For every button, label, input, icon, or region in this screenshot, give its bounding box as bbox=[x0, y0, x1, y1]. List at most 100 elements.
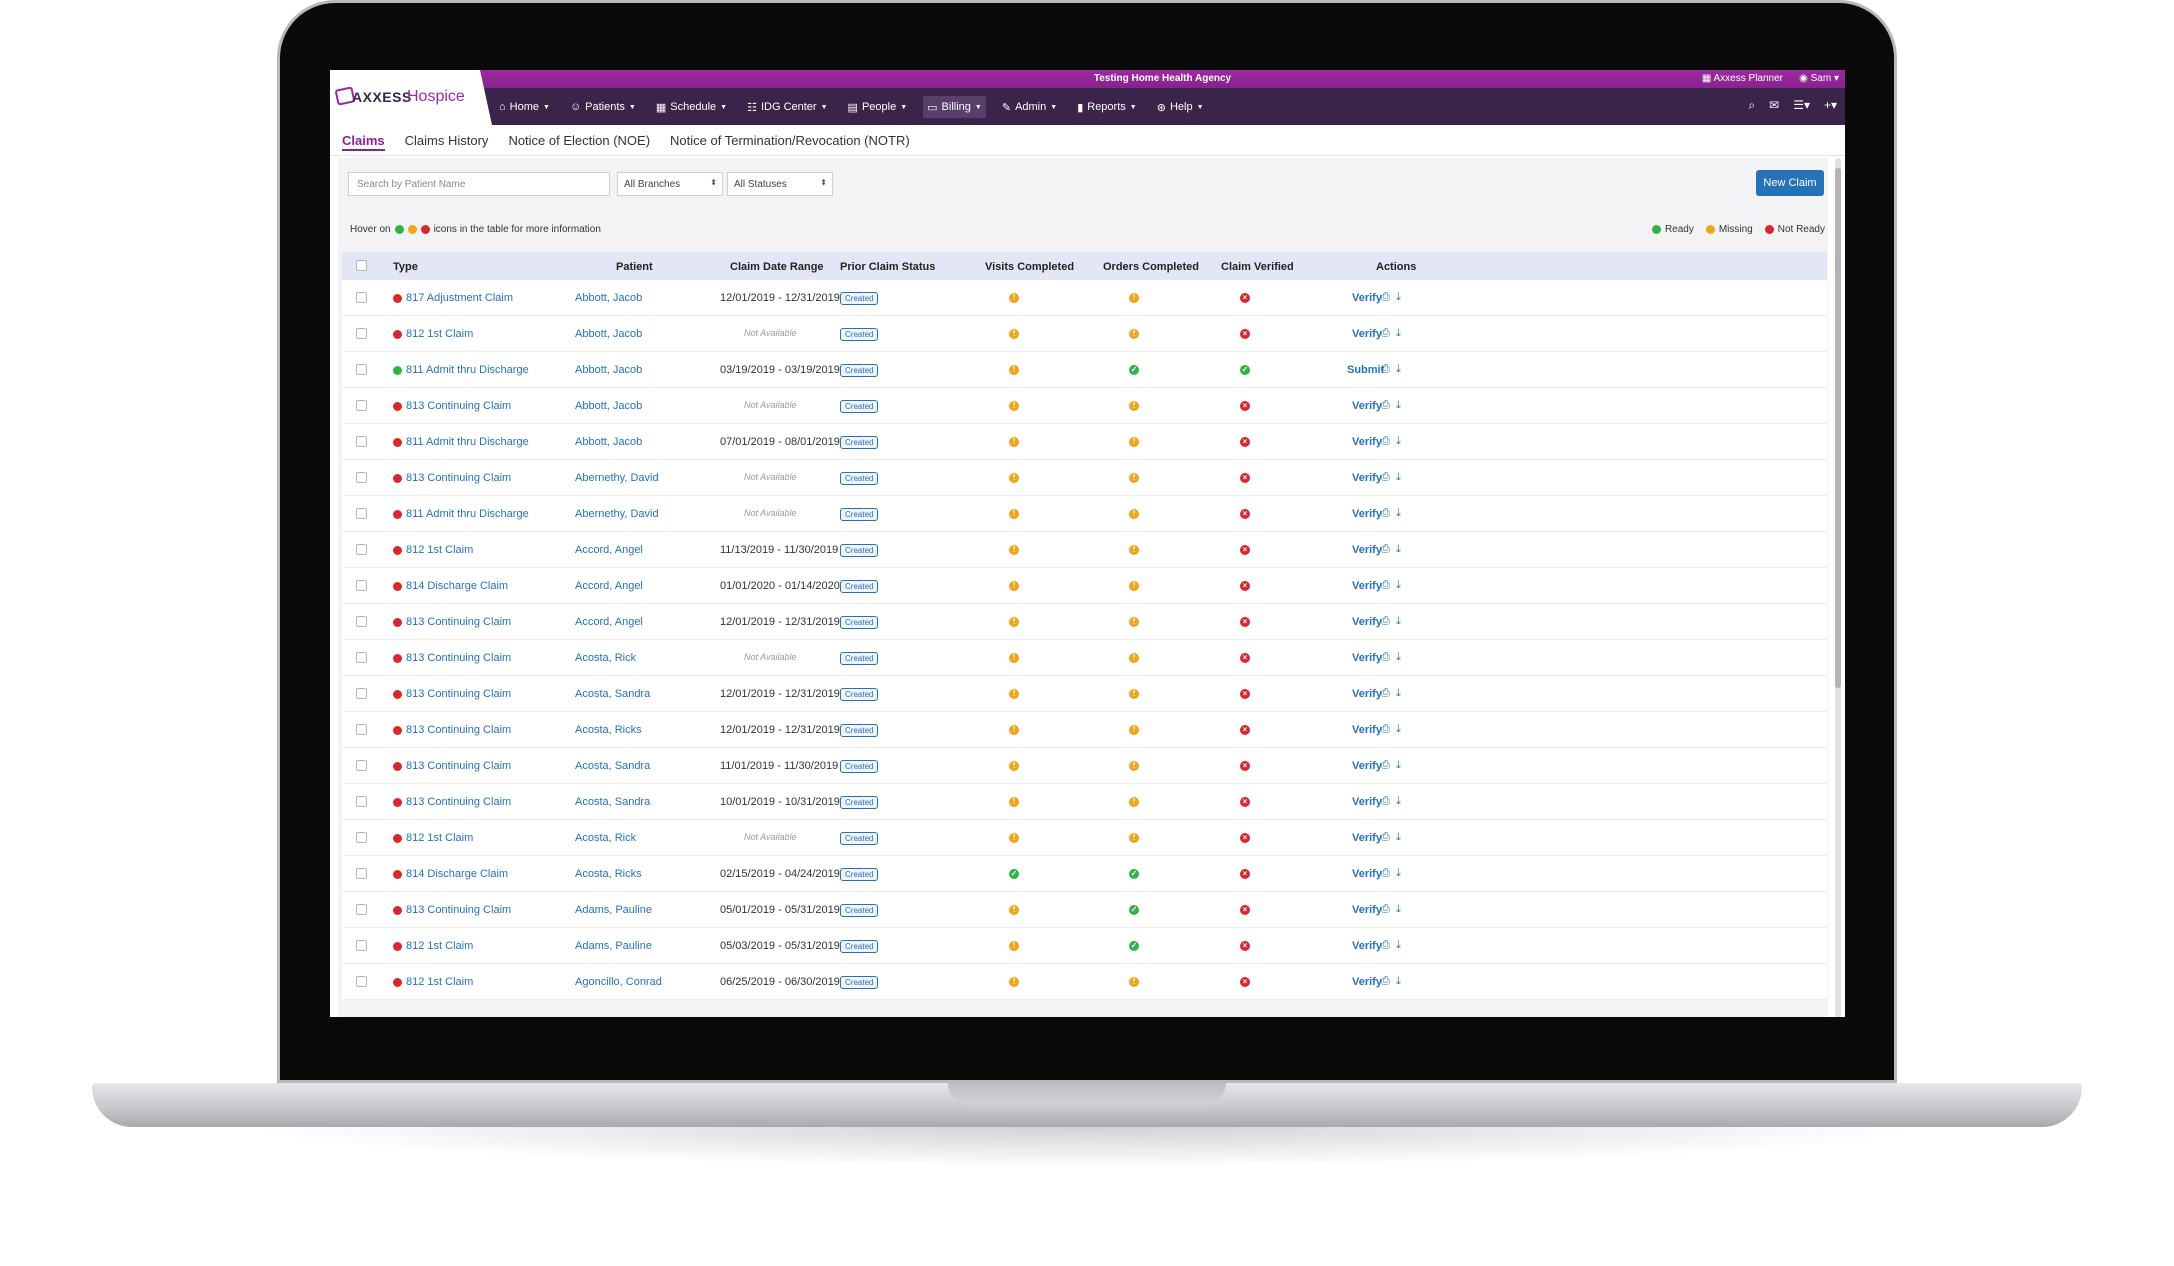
not-ready-icon[interactable]: × bbox=[1240, 401, 1250, 411]
claim-type-link[interactable]: 812 1st Claim bbox=[406, 940, 474, 952]
verify-button[interactable]: Verify bbox=[1352, 652, 1382, 664]
print-icon[interactable]: ⎙ bbox=[1381, 975, 1390, 987]
claim-type-link[interactable]: 812 1st Claim bbox=[406, 328, 474, 340]
not-ready-icon[interactable]: × bbox=[1240, 941, 1250, 951]
col-patient[interactable]: Patient bbox=[616, 261, 653, 273]
row-checkbox[interactable] bbox=[356, 760, 367, 771]
add-menu-icon[interactable]: +▾ bbox=[1823, 98, 1837, 112]
row-checkbox[interactable] bbox=[356, 904, 367, 915]
verify-button[interactable]: Verify bbox=[1352, 688, 1382, 700]
claim-type-link[interactable]: 813 Continuing Claim bbox=[406, 796, 512, 808]
row-checkbox[interactable] bbox=[356, 688, 367, 699]
claim-type-link[interactable]: 813 Continuing Claim bbox=[406, 472, 512, 484]
claim-type-link[interactable]: 814 Discharge Claim bbox=[406, 580, 509, 592]
not-ready-icon[interactable]: × bbox=[1240, 581, 1250, 591]
claim-type-link[interactable]: 817 Adjustment Claim bbox=[406, 292, 513, 304]
print-icon[interactable]: ⎙ bbox=[1381, 723, 1390, 735]
claim-type-link[interactable]: 814 Discharge Claim bbox=[406, 868, 509, 880]
patient-link[interactable]: Acosta, Sandra bbox=[575, 760, 651, 772]
patient-link[interactable]: Abbott, Jacob bbox=[575, 292, 643, 304]
row-checkbox[interactable] bbox=[356, 436, 367, 447]
missing-icon[interactable]: ! bbox=[1009, 797, 1019, 807]
print-icon[interactable]: ⎙ bbox=[1381, 687, 1390, 699]
search-icon[interactable]: ⌕ bbox=[1748, 98, 1756, 112]
missing-icon[interactable]: ! bbox=[1009, 653, 1019, 663]
row-checkbox[interactable] bbox=[356, 652, 367, 663]
download-icon[interactable]: ⤓ bbox=[1396, 687, 1401, 699]
download-icon[interactable]: ⤓ bbox=[1396, 759, 1401, 771]
nav-home[interactable]: ⌂ Home ▼ bbox=[495, 96, 554, 118]
print-icon[interactable]: ⎙ bbox=[1381, 543, 1390, 555]
col-verified[interactable]: Claim Verified bbox=[1221, 261, 1294, 273]
patient-link[interactable]: Adams, Pauline bbox=[575, 904, 653, 916]
tab-2[interactable]: Claims History bbox=[404, 133, 489, 148]
download-icon[interactable]: ⤓ bbox=[1396, 471, 1401, 483]
download-icon[interactable]: ⤓ bbox=[1396, 579, 1401, 591]
missing-icon[interactable]: ! bbox=[1129, 293, 1139, 303]
patient-link[interactable]: Accord, Angel bbox=[575, 544, 643, 556]
missing-icon[interactable]: ! bbox=[1129, 509, 1139, 519]
missing-icon[interactable]: ! bbox=[1129, 797, 1139, 807]
verify-button[interactable]: Verify bbox=[1352, 328, 1382, 340]
verify-button[interactable]: Verify bbox=[1352, 580, 1382, 592]
not-ready-icon[interactable]: × bbox=[1240, 797, 1250, 807]
not-ready-icon[interactable]: × bbox=[1240, 473, 1250, 483]
row-checkbox[interactable] bbox=[356, 868, 367, 879]
print-icon[interactable]: ⎙ bbox=[1381, 327, 1390, 339]
nav-admin[interactable]: ✎ Admin ▼ bbox=[998, 96, 1061, 118]
download-icon[interactable]: ⤓ bbox=[1396, 795, 1401, 807]
download-icon[interactable]: ⤓ bbox=[1396, 975, 1401, 987]
claim-type-link[interactable]: 813 Continuing Claim bbox=[406, 400, 512, 412]
verify-button[interactable]: Verify bbox=[1352, 868, 1382, 880]
row-checkbox[interactable] bbox=[356, 616, 367, 627]
missing-icon[interactable]: ! bbox=[1009, 509, 1019, 519]
print-icon[interactable]: ⎙ bbox=[1381, 615, 1390, 627]
download-icon[interactable]: ⤓ bbox=[1396, 867, 1401, 879]
patient-link[interactable]: Acosta, Sandra bbox=[575, 688, 651, 700]
missing-icon[interactable]: ! bbox=[1129, 689, 1139, 699]
claim-type-link[interactable]: 812 1st Claim bbox=[406, 832, 474, 844]
claim-type-link[interactable]: 813 Continuing Claim bbox=[406, 724, 512, 736]
claim-type-link[interactable]: 813 Continuing Claim bbox=[406, 652, 512, 664]
patient-link[interactable]: Abbott, Jacob bbox=[575, 436, 643, 448]
missing-icon[interactable]: ! bbox=[1129, 833, 1139, 843]
missing-icon[interactable]: ! bbox=[1009, 905, 1019, 915]
missing-icon[interactable]: ! bbox=[1009, 365, 1019, 375]
verify-button[interactable]: Verify bbox=[1352, 508, 1382, 520]
missing-icon[interactable]: ! bbox=[1129, 653, 1139, 663]
row-checkbox[interactable] bbox=[356, 364, 367, 375]
download-icon[interactable]: ⤓ bbox=[1396, 903, 1401, 915]
tab-4[interactable]: Notice of Termination/Revocation (NOTR) bbox=[670, 133, 910, 148]
verify-button[interactable]: Verify bbox=[1352, 832, 1382, 844]
missing-icon[interactable]: ! bbox=[1129, 725, 1139, 735]
row-checkbox[interactable] bbox=[356, 508, 367, 519]
verify-button[interactable]: Verify bbox=[1352, 760, 1382, 772]
missing-icon[interactable]: ! bbox=[1129, 617, 1139, 627]
col-orders[interactable]: Orders Completed bbox=[1103, 261, 1199, 273]
planner-label[interactable]: Axxess Planner bbox=[1713, 73, 1783, 84]
download-icon[interactable]: ⤓ bbox=[1396, 435, 1401, 447]
missing-icon[interactable]: ! bbox=[1009, 437, 1019, 447]
print-icon[interactable]: ⎙ bbox=[1381, 507, 1390, 519]
not-ready-icon[interactable]: × bbox=[1240, 509, 1250, 519]
verify-button[interactable]: Verify bbox=[1352, 616, 1382, 628]
missing-icon[interactable]: ! bbox=[1129, 545, 1139, 555]
row-checkbox[interactable] bbox=[356, 832, 367, 843]
nav-idg-center[interactable]: ☷ IDG Center ▼ bbox=[743, 96, 831, 118]
verify-button[interactable]: Verify bbox=[1352, 544, 1382, 556]
row-checkbox[interactable] bbox=[356, 796, 367, 807]
patient-link[interactable]: Adams, Pauline bbox=[575, 940, 653, 952]
print-icon[interactable]: ⎙ bbox=[1381, 579, 1390, 591]
patient-link[interactable]: Acosta, Sandra bbox=[575, 796, 651, 808]
verify-button[interactable]: Verify bbox=[1352, 724, 1382, 736]
patient-link[interactable]: Acosta, Rick bbox=[575, 832, 637, 844]
not-ready-icon[interactable]: × bbox=[1240, 437, 1250, 447]
patient-link[interactable]: Abbott, Jacob bbox=[575, 400, 643, 412]
verify-button[interactable]: Verify bbox=[1352, 940, 1382, 952]
row-checkbox[interactable] bbox=[356, 940, 367, 951]
ready-icon[interactable]: ✓ bbox=[1129, 869, 1139, 879]
row-checkbox[interactable] bbox=[356, 400, 367, 411]
missing-icon[interactable]: ! bbox=[1129, 977, 1139, 987]
missing-icon[interactable]: ! bbox=[1009, 473, 1019, 483]
row-checkbox[interactable] bbox=[356, 292, 367, 303]
